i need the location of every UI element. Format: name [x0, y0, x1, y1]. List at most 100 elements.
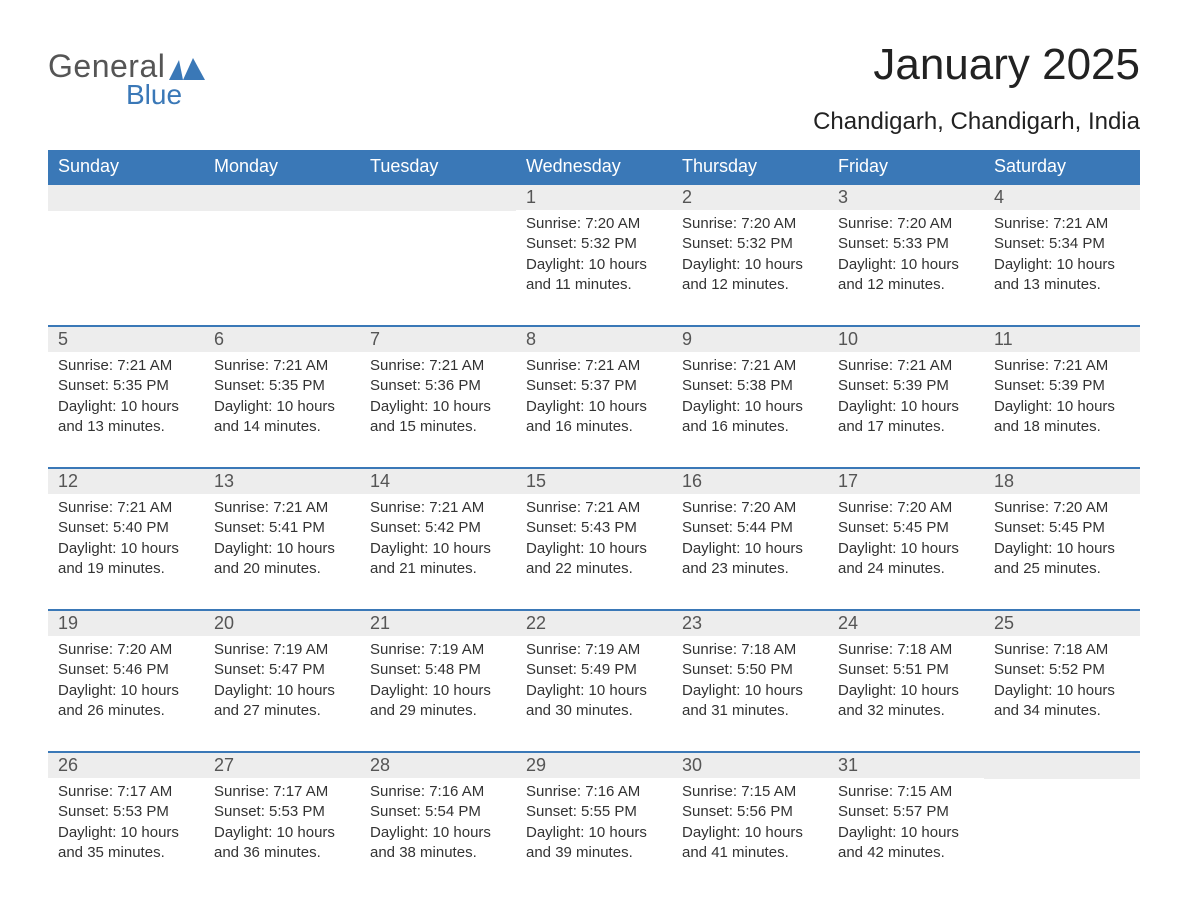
- sunset-line: Sunset: 5:53 PM: [214, 802, 350, 822]
- day-details: Sunrise: 7:20 AMSunset: 5:44 PMDaylight:…: [672, 494, 828, 579]
- daylight-line: Daylight: 10 hours and 12 minutes.: [838, 255, 974, 296]
- day-details: Sunrise: 7:16 AMSunset: 5:55 PMDaylight:…: [516, 778, 672, 863]
- daylight-line: Daylight: 10 hours and 26 minutes.: [58, 681, 194, 722]
- day-number: 26: [48, 753, 204, 778]
- day-cell: 13Sunrise: 7:21 AMSunset: 5:41 PMDayligh…: [204, 469, 360, 587]
- location-text: Chandigarh, Chandigarh, India: [813, 108, 1140, 136]
- week-row: 26Sunrise: 7:17 AMSunset: 5:53 PMDayligh…: [48, 751, 1140, 871]
- sunrise-line: Sunrise: 7:18 AM: [682, 640, 818, 660]
- day-cell: 16Sunrise: 7:20 AMSunset: 5:44 PMDayligh…: [672, 469, 828, 587]
- day-details: Sunrise: 7:21 AMSunset: 5:39 PMDaylight:…: [828, 352, 984, 437]
- daylight-line: Daylight: 10 hours and 15 minutes.: [370, 397, 506, 438]
- daylight-line: Daylight: 10 hours and 16 minutes.: [526, 397, 662, 438]
- day-number: 29: [516, 753, 672, 778]
- daylight-line: Daylight: 10 hours and 42 minutes.: [838, 823, 974, 864]
- day-cell: 7Sunrise: 7:21 AMSunset: 5:36 PMDaylight…: [360, 327, 516, 445]
- day-number: [360, 185, 516, 211]
- daylight-line: Daylight: 10 hours and 21 minutes.: [370, 539, 506, 580]
- daylight-line: Daylight: 10 hours and 39 minutes.: [526, 823, 662, 864]
- day-number: 22: [516, 611, 672, 636]
- month-title: January 2025: [813, 40, 1140, 90]
- day-number: 21: [360, 611, 516, 636]
- day-number: 31: [828, 753, 984, 778]
- day-number: 20: [204, 611, 360, 636]
- day-details: Sunrise: 7:15 AMSunset: 5:56 PMDaylight:…: [672, 778, 828, 863]
- daylight-line: Daylight: 10 hours and 30 minutes.: [526, 681, 662, 722]
- day-cell: 23Sunrise: 7:18 AMSunset: 5:50 PMDayligh…: [672, 611, 828, 729]
- day-cell: 9Sunrise: 7:21 AMSunset: 5:38 PMDaylight…: [672, 327, 828, 445]
- calendar: SundayMondayTuesdayWednesdayThursdayFrid…: [48, 150, 1140, 871]
- daylight-line: Daylight: 10 hours and 36 minutes.: [214, 823, 350, 864]
- day-number: 24: [828, 611, 984, 636]
- sunset-line: Sunset: 5:32 PM: [682, 234, 818, 254]
- sunset-line: Sunset: 5:33 PM: [838, 234, 974, 254]
- day-number: [204, 185, 360, 211]
- sunrise-line: Sunrise: 7:21 AM: [526, 356, 662, 376]
- sunrise-line: Sunrise: 7:20 AM: [682, 498, 818, 518]
- weekday-header: Friday: [828, 150, 984, 183]
- weekday-header-row: SundayMondayTuesdayWednesdayThursdayFrid…: [48, 150, 1140, 183]
- day-cell: 2Sunrise: 7:20 AMSunset: 5:32 PMDaylight…: [672, 185, 828, 303]
- day-number: 6: [204, 327, 360, 352]
- header: General Blue January 2025 Chandigarh, Ch…: [48, 40, 1140, 136]
- weeks-container: 1 Sunrise: 7:20 AM Sunset: 5:32 PM Daylight…: [48, 183, 1140, 871]
- day-cell: 1Sunrise: 7:20 AMSunset: 5:32 PMDaylight…: [516, 185, 672, 303]
- day-cell: 11Sunrise: 7:21 AMSunset: 5:39 PMDayligh…: [984, 327, 1140, 445]
- day-details: Sunrise: 7:20 AMSunset: 5:46 PMDaylight:…: [48, 636, 204, 721]
- weekday-header: Tuesday: [360, 150, 516, 183]
- daylight-line: Daylight: 10 hours and 34 minutes.: [994, 681, 1130, 722]
- day-details: Sunrise: 7:15 AMSunset: 5:57 PMDaylight:…: [828, 778, 984, 863]
- day-cell: 26Sunrise: 7:17 AMSunset: 5:53 PMDayligh…: [48, 753, 204, 871]
- day-number: 1: [516, 185, 672, 210]
- day-details: Sunrise: 7:21 AMSunset: 5:40 PMDaylight:…: [48, 494, 204, 579]
- day-number: 3: [828, 185, 984, 210]
- day-details: Sunrise: 7:17 AMSunset: 5:53 PMDaylight:…: [204, 778, 360, 863]
- daylight-line: Daylight: 10 hours and 31 minutes.: [682, 681, 818, 722]
- day-number: 13: [204, 469, 360, 494]
- day-cell: 3Sunrise: 7:20 AMSunset: 5:33 PMDaylight…: [828, 185, 984, 303]
- day-details: Sunrise: 7:21 AMSunset: 5:39 PMDaylight:…: [984, 352, 1140, 437]
- day-cell: 8Sunrise: 7:21 AMSunset: 5:37 PMDaylight…: [516, 327, 672, 445]
- sunrise-line: Sunrise: 7:16 AM: [526, 782, 662, 802]
- day-cell: 18Sunrise: 7:20 AMSunset: 5:45 PMDayligh…: [984, 469, 1140, 587]
- sunrise-line: Sunrise: 7:21 AM: [58, 498, 194, 518]
- brand-word-2: Blue: [126, 79, 205, 111]
- sunset-line: Sunset: 5:45 PM: [994, 518, 1130, 538]
- day-details: Sunrise: 7:21 AMSunset: 5:38 PMDaylight:…: [672, 352, 828, 437]
- brand-logo: General Blue: [48, 48, 205, 111]
- day-details: Sunrise: 7:21 AMSunset: 5:34 PMDaylight:…: [984, 210, 1140, 295]
- sunrise-line: Sunrise: 7:16 AM: [370, 782, 506, 802]
- day-details: Sunrise: 7:20 AMSunset: 5:33 PMDaylight:…: [828, 210, 984, 295]
- sunrise-line: Sunrise: 7:21 AM: [370, 356, 506, 376]
- sunrise-line: Sunrise: 7:15 AM: [682, 782, 818, 802]
- sunset-line: Sunset: 5:38 PM: [682, 376, 818, 396]
- day-details: Sunrise: 7:19 AMSunset: 5:47 PMDaylight:…: [204, 636, 360, 721]
- day-cell: 22Sunrise: 7:19 AMSunset: 5:49 PMDayligh…: [516, 611, 672, 729]
- day-number: 19: [48, 611, 204, 636]
- daylight-line: Daylight: 10 hours and 20 minutes.: [214, 539, 350, 580]
- week-row: 19Sunrise: 7:20 AMSunset: 5:46 PMDayligh…: [48, 609, 1140, 729]
- sunset-line: Sunset: 5:41 PM: [214, 518, 350, 538]
- sunset-line: Sunset: 5:32 PM: [526, 234, 662, 254]
- day-details: Sunrise: 7:18 AMSunset: 5:51 PMDaylight:…: [828, 636, 984, 721]
- day-number: 14: [360, 469, 516, 494]
- sunrise-line: Sunrise: 7:21 AM: [370, 498, 506, 518]
- day-number: 9: [672, 327, 828, 352]
- day-details: Sunrise: 7:21 AMSunset: 5:43 PMDaylight:…: [516, 494, 672, 579]
- sunrise-line: Sunrise: 7:21 AM: [214, 356, 350, 376]
- daylight-line: Daylight: 10 hours and 41 minutes.: [682, 823, 818, 864]
- sunset-line: Sunset: 5:53 PM: [58, 802, 194, 822]
- day-number: 25: [984, 611, 1140, 636]
- sunrise-line: Sunrise: 7:15 AM: [838, 782, 974, 802]
- day-cell: 29Sunrise: 7:16 AMSunset: 5:55 PMDayligh…: [516, 753, 672, 871]
- day-number: 15: [516, 469, 672, 494]
- sunrise-line: Sunrise: 7:21 AM: [58, 356, 194, 376]
- day-details: Sunrise: 7:18 AMSunset: 5:52 PMDaylight:…: [984, 636, 1140, 721]
- day-cell: [48, 185, 204, 303]
- daylight-line: Daylight: 10 hours and 32 minutes.: [838, 681, 974, 722]
- sunset-line: Sunset: 5:35 PM: [214, 376, 350, 396]
- day-number: 17: [828, 469, 984, 494]
- daylight-line: Daylight: 10 hours and 19 minutes.: [58, 539, 194, 580]
- day-cell: 12Sunrise: 7:21 AMSunset: 5:40 PMDayligh…: [48, 469, 204, 587]
- daylight-line: Daylight: 10 hours and 38 minutes.: [370, 823, 506, 864]
